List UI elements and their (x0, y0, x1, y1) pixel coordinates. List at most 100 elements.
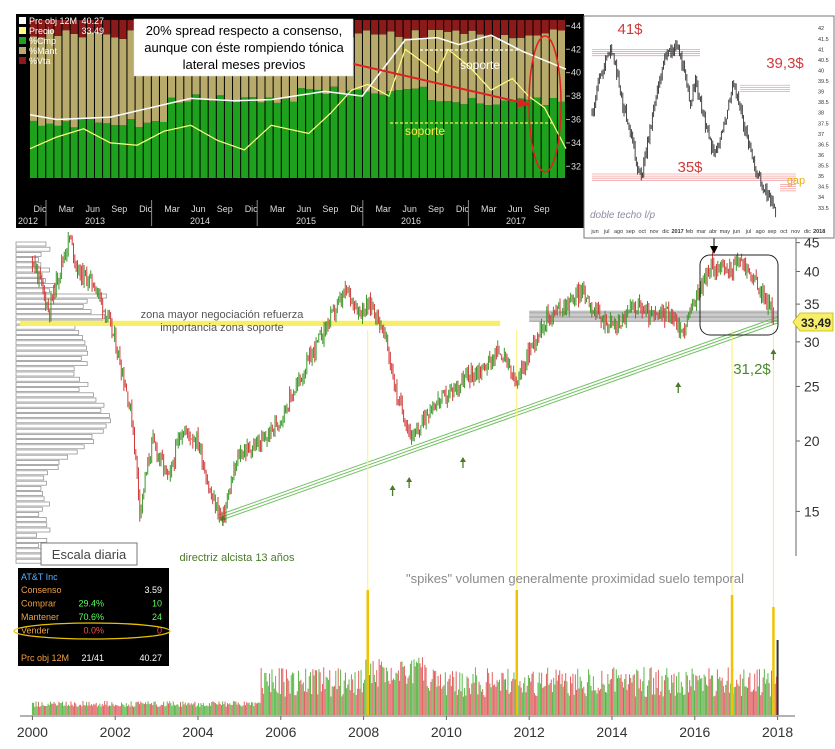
mant-bar (387, 31, 395, 92)
inset1-month: Jun (402, 204, 417, 214)
inset1-month: Sep (217, 204, 233, 214)
volume-profile-bar (15, 283, 55, 288)
x-tick-label: 2018 (762, 724, 793, 740)
spread-note-line2: aunque con éste rompiendo tónica (144, 40, 344, 55)
y-tick-label: 20 (804, 433, 820, 449)
zona-annotation-line2: importancia zona soporte (160, 322, 284, 334)
legend-swatch (19, 37, 26, 44)
level-39-3: 39,3$ (766, 55, 804, 72)
price-series (31, 231, 774, 524)
volume-profile-bar (15, 444, 85, 450)
zona-annotation-line1: zona mayor negociación refuerza (141, 309, 305, 321)
price-line (29, 48, 567, 151)
arrow-head (406, 477, 413, 482)
inset2-x-label: abr (709, 229, 717, 235)
mant-bar (159, 31, 168, 122)
inset1-year: 2016 (401, 216, 421, 226)
inset1-y-label: 32 (571, 161, 581, 171)
cmp-bar (298, 88, 306, 178)
volume-profile-bar (15, 439, 94, 444)
mant-bar (38, 37, 46, 126)
inset2-x-label: nov (650, 229, 659, 235)
vta-bar (379, 20, 387, 35)
volume-profile-bar (15, 538, 48, 543)
cmp-bar (460, 104, 468, 178)
legend-label: %Cmp (29, 36, 56, 46)
y-axis: 15 20 25 30 35 40 45 (795, 232, 820, 556)
inset1-y-label: 42 (571, 44, 581, 54)
volume-profile-bar (15, 491, 43, 496)
inset2-y-label: 39.5 (818, 79, 829, 85)
legend-swatch (19, 47, 26, 54)
last-price-label: 33,49 (792, 312, 834, 332)
mant-bar (62, 30, 70, 122)
volume-profile (15, 241, 111, 564)
mant-bar (460, 33, 468, 105)
doble-techo-label: doble techo l/p (590, 210, 655, 221)
volume-profile-bar (15, 548, 42, 554)
volume-profile-bar (15, 418, 111, 424)
inset2-x-label: oct (780, 229, 788, 235)
vender-highlight (13, 622, 171, 640)
x-tick-label: 2004 (182, 724, 213, 740)
x-tick-label: 2010 (431, 724, 462, 740)
inset2-x-label: sep (768, 229, 777, 235)
cmp-bar (427, 100, 436, 178)
cmp-bar (159, 121, 168, 178)
mant-bar (103, 34, 111, 124)
cmp-bar (176, 102, 184, 178)
inset1-month: Sep (534, 204, 550, 214)
cmp-bar (78, 118, 86, 178)
mant-bar (371, 34, 379, 94)
inset1-year: 2017 (506, 216, 526, 226)
volume-profile-bar (15, 345, 87, 351)
volume-profile-bar (15, 298, 88, 304)
cmp-bar (314, 89, 322, 178)
inset2-y-label: 34 (818, 195, 824, 201)
inset2-y-label: 36 (818, 153, 824, 159)
cmp-bar (143, 122, 151, 178)
double-top-box (699, 254, 779, 336)
cmp-bar (419, 86, 427, 178)
volume-profile-bar (15, 241, 47, 247)
mant-bar (444, 31, 452, 102)
cmp-bar (38, 125, 46, 178)
cmp-bar (476, 103, 484, 178)
inset2-x-label: dic (804, 229, 811, 235)
arrow-head (219, 515, 226, 520)
vta-bar (395, 20, 403, 37)
volume-profile-bar (15, 475, 45, 481)
inset2-y-label: 36.5 (818, 142, 829, 148)
cmp-bar (517, 98, 525, 178)
escala-label: Escala diaria (52, 547, 127, 562)
cmp-bar (54, 125, 62, 178)
cmp-bar (30, 120, 38, 178)
inset2-x-label: jun (590, 229, 598, 235)
vta-bar (119, 20, 127, 39)
inset2-y-label: 38 (818, 111, 824, 117)
volume-profile-bar (15, 517, 47, 522)
volume-profile-bar (15, 428, 104, 434)
mant-bar (509, 38, 517, 101)
volume-profile-bar (15, 454, 68, 460)
mant-bar (119, 38, 127, 126)
inset2-x-label: mar (696, 229, 706, 235)
y-tick-label: 40 (804, 263, 820, 279)
mant-bar (411, 30, 419, 89)
level-41: 41$ (617, 21, 643, 38)
volume-profile-bar (15, 304, 84, 309)
inset2-y-label: 41 (818, 47, 824, 53)
y-tick-label: 25 (804, 378, 820, 394)
y-tick-label: 30 (804, 334, 820, 350)
volume-profile-bar (15, 408, 102, 413)
mant-bar (501, 34, 509, 101)
mant-bar (533, 35, 541, 98)
vta-bar (46, 20, 54, 30)
volume-profile-bar (15, 460, 60, 465)
volume-profile-bar (15, 496, 45, 502)
volume-profile-bar (15, 376, 80, 382)
cmp-bar (501, 100, 509, 178)
mant-bar (135, 29, 143, 128)
inset2-x-label: oct (639, 229, 647, 235)
inset2-x-label: feb (686, 229, 694, 235)
